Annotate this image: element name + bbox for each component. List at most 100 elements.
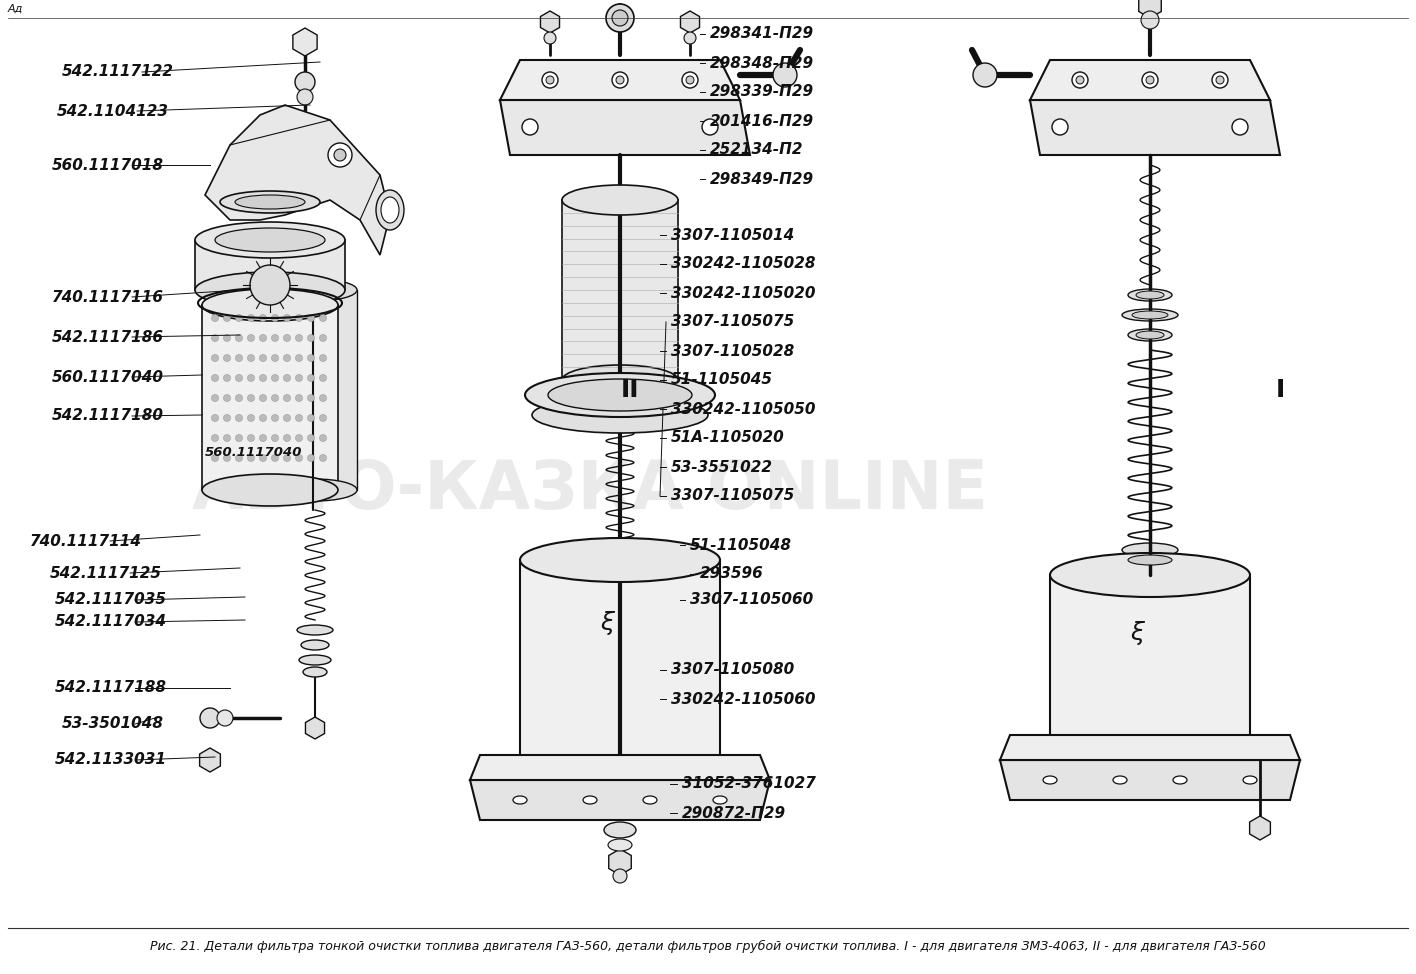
Circle shape [248,394,255,401]
Text: 51-1105045: 51-1105045 [671,372,773,388]
Circle shape [320,374,327,382]
Circle shape [211,315,218,321]
Circle shape [307,394,314,401]
Text: 53-3501048: 53-3501048 [62,717,164,731]
Circle shape [259,334,266,342]
Circle shape [523,119,538,135]
Text: 298348-П29: 298348-П29 [709,56,814,70]
Circle shape [200,708,219,728]
Ellipse shape [643,796,657,804]
Ellipse shape [1129,289,1172,301]
Circle shape [211,415,218,422]
Circle shape [272,434,279,441]
Circle shape [224,394,231,401]
Text: 542.1117122: 542.1117122 [62,64,174,80]
Circle shape [1146,76,1154,84]
Circle shape [307,315,314,321]
Text: 298339-П29: 298339-П29 [709,85,814,99]
Text: 542.1117186: 542.1117186 [52,329,164,345]
Ellipse shape [202,289,338,321]
Circle shape [296,315,303,321]
Ellipse shape [1121,309,1178,321]
Text: 31052-3761027: 31052-3761027 [683,776,816,792]
Ellipse shape [1113,776,1127,784]
Circle shape [542,72,558,88]
Ellipse shape [1121,543,1178,557]
Polygon shape [470,780,770,820]
Ellipse shape [1172,776,1187,784]
Ellipse shape [562,365,678,395]
Circle shape [283,415,290,422]
Circle shape [1212,72,1228,88]
Text: 3307-1105075: 3307-1105075 [671,489,794,504]
Circle shape [259,415,266,422]
Circle shape [211,455,218,462]
Circle shape [296,334,303,342]
Ellipse shape [583,796,598,804]
Polygon shape [1249,816,1270,840]
Circle shape [616,76,624,84]
Text: 560.1117040: 560.1117040 [205,445,303,459]
Polygon shape [1000,760,1300,800]
Circle shape [296,394,303,401]
Text: 252134-П2: 252134-П2 [709,142,803,158]
Circle shape [211,334,218,342]
Ellipse shape [215,228,326,252]
Circle shape [606,4,634,32]
Polygon shape [541,11,559,33]
Circle shape [283,434,290,441]
Ellipse shape [1129,555,1172,565]
Polygon shape [273,290,357,490]
Ellipse shape [548,379,692,411]
Polygon shape [609,849,632,875]
Circle shape [224,374,231,382]
Text: 542.1117188: 542.1117188 [55,681,167,695]
Circle shape [248,415,255,422]
Polygon shape [500,60,741,100]
Text: 3307-1105075: 3307-1105075 [671,315,794,329]
Circle shape [272,394,279,401]
Circle shape [235,415,242,422]
Circle shape [235,374,242,382]
Circle shape [259,455,266,462]
Circle shape [248,455,255,462]
Circle shape [1141,72,1158,88]
Text: ξ: ξ [600,611,615,635]
Circle shape [259,434,266,441]
Circle shape [217,710,234,726]
Text: ξ: ξ [1130,621,1144,645]
Circle shape [1076,76,1085,84]
Text: 542.1104123: 542.1104123 [57,103,169,119]
Circle shape [296,434,303,441]
Ellipse shape [562,185,678,215]
Circle shape [612,10,629,26]
Ellipse shape [273,279,357,301]
Circle shape [613,869,627,883]
Polygon shape [1000,735,1300,760]
Text: 740.1117114: 740.1117114 [30,534,142,548]
Ellipse shape [714,796,726,804]
Ellipse shape [1136,331,1164,339]
Text: АВТО-КАЗКА ONLINE: АВТО-КАЗКА ONLINE [193,457,988,523]
Circle shape [272,415,279,422]
Ellipse shape [303,667,327,677]
Circle shape [251,265,290,305]
Circle shape [235,334,242,342]
Text: 330242-1105028: 330242-1105028 [671,256,816,272]
Polygon shape [520,560,719,780]
Text: 3307-1105028: 3307-1105028 [671,344,794,358]
Circle shape [235,355,242,361]
Text: Рис. 21. Детали фильтра тонкой очистки топлива двигателя ГАЗ-560, детали фильтро: Рис. 21. Детали фильтра тонкой очистки т… [150,940,1266,953]
Circle shape [297,89,313,105]
Ellipse shape [520,758,719,802]
Circle shape [307,455,314,462]
Ellipse shape [235,195,304,209]
Circle shape [211,394,218,401]
Text: 740.1117116: 740.1117116 [52,289,164,305]
Text: 3307-1105060: 3307-1105060 [690,592,813,608]
Circle shape [973,63,997,87]
Text: 3307-1105080: 3307-1105080 [671,662,794,678]
Ellipse shape [381,197,399,223]
Text: 201416-П29: 201416-П29 [709,114,814,129]
Text: 542.1117125: 542.1117125 [50,566,161,581]
